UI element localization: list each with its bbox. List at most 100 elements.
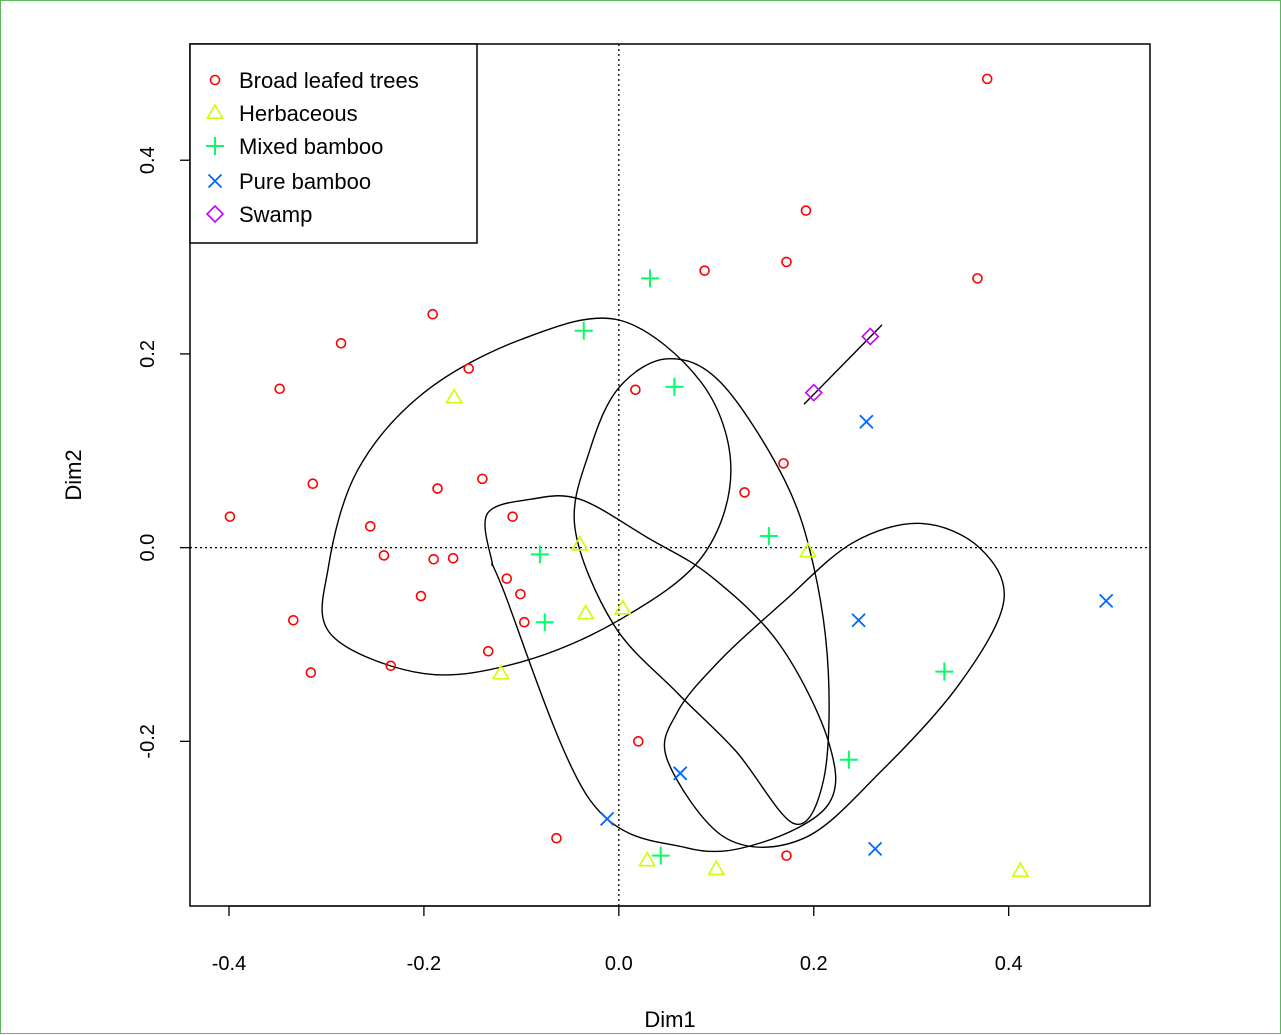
x-tick-label: -0.4 <box>212 953 246 975</box>
data-point-cross <box>673 766 688 781</box>
data-point-circle <box>551 832 562 844</box>
y-axis-title: Dim2 <box>61 449 86 500</box>
data-point-circle <box>224 511 236 522</box>
legend-marker-triangle <box>206 103 224 119</box>
legend-label: Pure bamboo <box>239 169 371 194</box>
x-tick-label: 0.2 <box>800 953 828 975</box>
x-axis-title: Dim1 <box>644 1007 695 1032</box>
data-point-circle <box>335 337 347 349</box>
x-axis: -0.4 -0.2 0.0 0.2 0.4 <box>212 905 1023 975</box>
legend-marker-plus <box>206 137 224 155</box>
legend-item-pure-bamboo: Pure bamboo <box>207 169 371 194</box>
ellipse-mixed-bamboo <box>573 358 830 825</box>
data-point-circle <box>633 736 644 747</box>
y-tick-label: 0.0 <box>137 534 159 562</box>
data-point-circle <box>477 473 488 485</box>
data-point-plus <box>935 662 954 681</box>
data-point-plus <box>530 545 549 564</box>
data-point-circle <box>981 73 993 85</box>
ellipse-herbaceous <box>484 495 837 853</box>
data-point-cross <box>851 613 866 628</box>
data-point-cross <box>600 811 615 826</box>
legend-marker-cross <box>207 173 223 189</box>
legend-box <box>189 43 478 244</box>
legend-item-swamp: Swamp <box>205 202 312 227</box>
data-point-cross <box>1099 593 1114 609</box>
data-point-circle <box>699 265 710 276</box>
data-point-circle <box>972 273 983 284</box>
legend-label: Mixed bamboo <box>239 134 383 159</box>
data-point-diamond <box>804 383 823 402</box>
data-points <box>224 73 1114 878</box>
data-point-circle <box>378 550 390 561</box>
data-point-plus <box>839 750 858 769</box>
y-tick-label: 0.2 <box>137 340 159 368</box>
ellipse-swamp <box>803 324 883 405</box>
legend-label: Herbaceous <box>239 101 358 126</box>
data-point-circle <box>501 573 513 584</box>
data-point-triangle <box>613 599 632 615</box>
x-tick-label: 0.4 <box>995 953 1023 975</box>
data-point-triangle <box>576 603 595 620</box>
legend: Broad leafed trees Herbaceous Mixed bamb… <box>189 43 478 244</box>
data-point-circle <box>515 588 526 600</box>
data-point-circle <box>427 308 438 320</box>
data-point-circle <box>365 521 376 532</box>
legend-marker-circle <box>209 74 221 86</box>
x-tick-label: -0.2 <box>407 953 441 975</box>
data-point-cross <box>868 841 883 856</box>
data-point-circle <box>432 483 443 494</box>
data-point-circle <box>463 363 475 374</box>
data-point-plus <box>651 846 670 865</box>
data-point-triangle <box>798 541 817 558</box>
data-point-circle <box>305 667 317 678</box>
data-point-triangle <box>638 850 657 867</box>
data-point-triangle <box>707 859 726 876</box>
data-point-triangle <box>1011 861 1030 878</box>
data-point-plus <box>574 321 593 340</box>
legend-label: Broad leafed trees <box>239 68 419 93</box>
data-point-circle <box>739 487 750 498</box>
legend-item-broad-leafed-trees: Broad leafed trees <box>209 68 419 93</box>
legend-label: Swamp <box>239 202 312 227</box>
legend-marker-circle <box>209 74 221 86</box>
y-axis: -0.2 0.0 0.2 0.4 <box>137 146 190 759</box>
data-point-triangle <box>445 387 464 404</box>
data-point-plus <box>665 377 684 396</box>
data-point-circle <box>781 850 792 861</box>
data-point-circle <box>630 384 641 396</box>
ellipse-broad-leafed-trees <box>321 317 732 676</box>
data-point-circle <box>447 552 459 564</box>
data-point-circle <box>507 511 518 522</box>
data-point-circle <box>307 478 319 490</box>
data-point-circle <box>288 614 299 626</box>
ellipse-pure-bamboo <box>663 522 1005 848</box>
data-point-circle <box>518 616 530 628</box>
legend-marker-cross <box>207 173 223 189</box>
data-point-plus <box>641 269 660 288</box>
data-point-triangle <box>491 663 510 680</box>
y-tick-label: -0.2 <box>137 724 159 758</box>
confidence-ellipses <box>321 317 1005 853</box>
data-point-cross <box>859 414 874 429</box>
data-point-plus <box>535 613 554 632</box>
data-point-circle <box>800 205 812 216</box>
data-point-circle <box>415 590 427 602</box>
reference-lines <box>190 44 1150 906</box>
legend-marker-diamond <box>205 204 225 224</box>
legend-marker-plus <box>206 137 224 155</box>
data-point-circle <box>781 256 792 268</box>
legend-marker-diamond <box>205 204 225 224</box>
x-tick-label: 0.0 <box>605 953 633 975</box>
data-point-circle <box>385 660 397 672</box>
data-point-circle <box>428 553 439 565</box>
y-tick-label: 0.4 <box>137 146 159 174</box>
data-point-triangle <box>570 535 589 551</box>
legend-item-herbaceous: Herbaceous <box>206 101 358 126</box>
legend-marker-triangle <box>206 103 224 119</box>
data-point-circle <box>482 645 494 657</box>
legend-item-mixed-bamboo: Mixed bamboo <box>206 134 383 159</box>
data-point-diamond <box>861 327 880 346</box>
